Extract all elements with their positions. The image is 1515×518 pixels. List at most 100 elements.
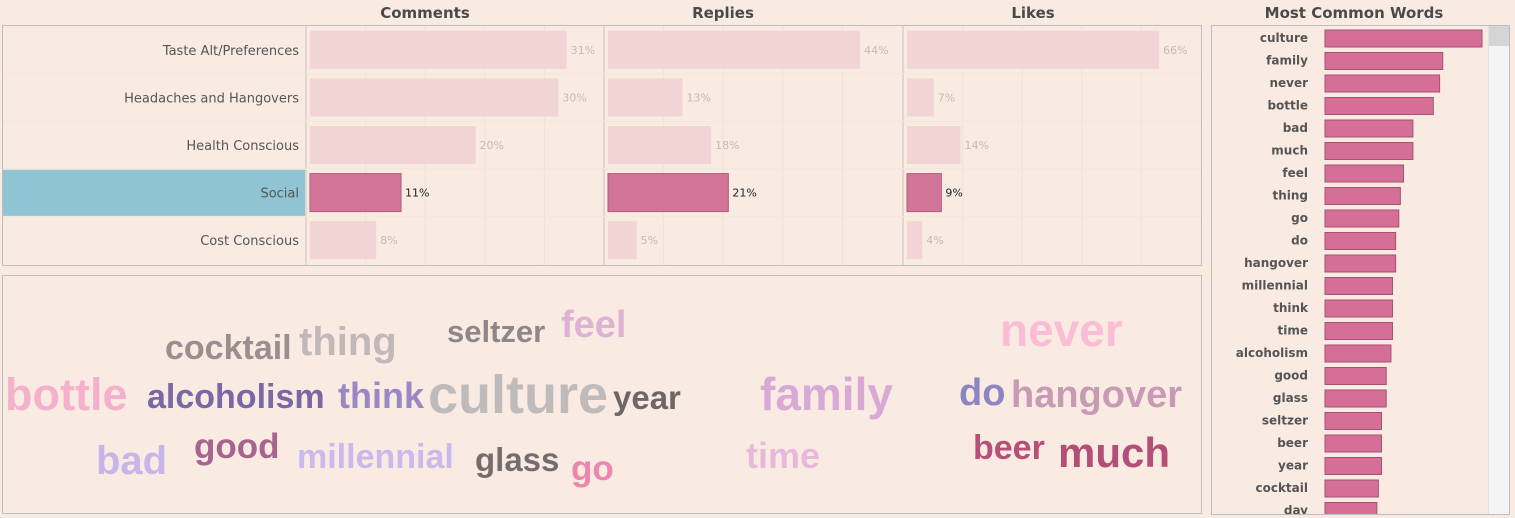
word-cloud-time[interactable]: time (746, 435, 821, 476)
word-cloud-never[interactable]: never (1000, 304, 1123, 356)
category-bar-charts-panel: Taste Alt/Preferences Headaches and Hango… (2, 25, 1202, 266)
replies-bar-cost-conscious[interactable] (608, 221, 637, 260)
word-cloud-culture[interactable]: culture (428, 365, 609, 425)
comments-bar-cost-conscious[interactable] (310, 221, 377, 260)
word-cloud-think[interactable]: think (338, 375, 424, 416)
word-bar-bad[interactable] (1324, 119, 1414, 138)
word-cloud-year[interactable]: year (613, 379, 681, 416)
word-label-never: never (1269, 76, 1308, 90)
comments-value-label: 11% (405, 187, 429, 200)
word-cloud-hangover[interactable]: hangover (1011, 374, 1183, 416)
comments-value-label: 8% (380, 234, 397, 247)
word-label-thing: thing (1272, 189, 1308, 203)
word-cloud-much[interactable]: much (1058, 429, 1171, 476)
word-bar-alcoholism[interactable] (1324, 344, 1392, 363)
most-common-words-chart: culture family never bottle bad much feel thing… (1236, 29, 1483, 515)
category-label-headaches-and-hangovers[interactable]: Headaches and Hangovers (124, 91, 299, 106)
category-label-health-conscious[interactable]: Health Conscious (186, 139, 299, 154)
likes-bar-taste-alt-preferences[interactable] (907, 30, 1160, 69)
comments-bar-taste-alt-preferences[interactable] (310, 30, 567, 69)
likes-bar-health-conscious[interactable] (907, 126, 961, 164)
word-label-hangover: hangover (1244, 256, 1308, 270)
word-bar-year[interactable] (1324, 457, 1383, 475)
word-label-bad: bad (1283, 121, 1308, 135)
word-bar-cocktail[interactable] (1324, 479, 1379, 498)
likes-bar-social[interactable] (906, 173, 942, 213)
word-label-family: family (1266, 54, 1308, 68)
word-cloud-family[interactable]: family (760, 368, 893, 420)
words-scrollbar[interactable] (1488, 26, 1509, 514)
word-bar-hangover[interactable] (1324, 254, 1397, 273)
word-cloud-glass[interactable]: glass (475, 441, 560, 478)
comments-bar-health-conscious[interactable] (310, 126, 476, 164)
word-bar-go[interactable] (1324, 209, 1400, 228)
word-bar-beer[interactable] (1324, 434, 1383, 453)
word-bar-think[interactable] (1324, 299, 1394, 318)
likes-value-label: 14% (964, 139, 988, 152)
words-scroll-thumb[interactable] (1489, 26, 1509, 46)
replies-value-label: 21% (732, 187, 756, 200)
word-cloud-cocktail[interactable]: cocktail (165, 329, 292, 367)
word-bar-never[interactable] (1324, 74, 1441, 93)
word-bar-seltzer[interactable] (1324, 412, 1383, 430)
replies-value-label: 5% (641, 234, 658, 247)
likes-value-label: 66% (1163, 44, 1187, 57)
word-cloud-good[interactable]: good (194, 427, 280, 466)
header-most-common-words: Most Common Words (1264, 4, 1444, 22)
most-common-words-panel: culture family never bottle bad much feel thing… (1211, 25, 1510, 515)
word-cloud-beer[interactable]: beer (973, 429, 1045, 467)
word-label-time: time (1278, 324, 1309, 338)
category-label-taste-alt-preferences[interactable]: Taste Alt/Preferences (162, 44, 299, 59)
category-label-social[interactable]: Social (260, 187, 299, 202)
comments-bar-social[interactable] (309, 173, 402, 213)
word-bar-day[interactable] (1324, 502, 1378, 515)
word-label-seltzer: seltzer (1262, 414, 1308, 428)
word-cloud-thing[interactable]: thing (299, 320, 397, 364)
comments-value-label: 31% (571, 44, 595, 57)
word-bar-good[interactable] (1324, 367, 1387, 385)
word-bar-glass[interactable] (1324, 389, 1387, 408)
word-cloud-do[interactable]: do (959, 372, 1006, 414)
word-bar-time[interactable] (1324, 322, 1394, 340)
word-cloud-bad[interactable]: bad (96, 439, 168, 483)
word-cloud-bottle[interactable]: bottle (5, 369, 128, 420)
word-label-glass: glass (1273, 391, 1308, 405)
word-label-day: day (1284, 504, 1308, 515)
comments-value-label: 20% (480, 139, 504, 152)
word-label-much: much (1271, 144, 1308, 158)
word-label-cocktail: cocktail (1255, 481, 1308, 495)
likes-bar-headaches-and-hangovers[interactable] (907, 78, 934, 117)
category-label-cost-conscious[interactable]: Cost Conscious (200, 234, 299, 249)
word-bar-millennial[interactable] (1324, 277, 1394, 295)
word-label-good: good (1274, 369, 1308, 383)
word-label-think: think (1273, 301, 1309, 315)
word-cloud-alcoholism[interactable]: alcoholism (147, 378, 325, 416)
replies-value-label: 18% (715, 139, 739, 152)
word-label-alcoholism: alcoholism (1236, 346, 1308, 360)
replies-bar-social[interactable] (607, 173, 729, 213)
word-cloud-seltzer[interactable]: seltzer (447, 314, 546, 349)
word-cloud-panel: cocktail thing seltzer feel never bottle alcoh… (2, 275, 1202, 514)
word-label-feel: feel (1282, 166, 1308, 180)
word-bar-family[interactable] (1324, 52, 1444, 70)
likes-bar-cost-conscious[interactable] (907, 221, 923, 260)
word-cloud-millennial[interactable]: millennial (297, 438, 454, 476)
word-cloud-go[interactable]: go (571, 449, 614, 488)
word-bar-feel[interactable] (1324, 164, 1404, 183)
header-likes: Likes (1011, 4, 1055, 22)
word-bar-much[interactable] (1324, 142, 1414, 160)
replies-value-label: 13% (687, 91, 711, 104)
word-bar-thing[interactable] (1324, 187, 1401, 205)
replies-bar-health-conscious[interactable] (608, 126, 712, 164)
replies-bar-headaches-and-hangovers[interactable] (608, 78, 683, 117)
word-bar-bottle[interactable] (1324, 97, 1434, 115)
replies-bar-taste-alt-preferences[interactable] (608, 30, 861, 69)
word-cloud-feel[interactable]: feel (561, 304, 627, 346)
likes-value-label: 7% (938, 91, 955, 104)
likes-value-label: 4% (926, 234, 943, 247)
comments-bar-headaches-and-hangovers[interactable] (310, 78, 559, 117)
selected-row-highlight (3, 169, 305, 217)
word-bar-do[interactable] (1324, 232, 1397, 250)
word-label-year: year (1278, 459, 1308, 473)
word-bar-culture[interactable] (1324, 29, 1483, 48)
